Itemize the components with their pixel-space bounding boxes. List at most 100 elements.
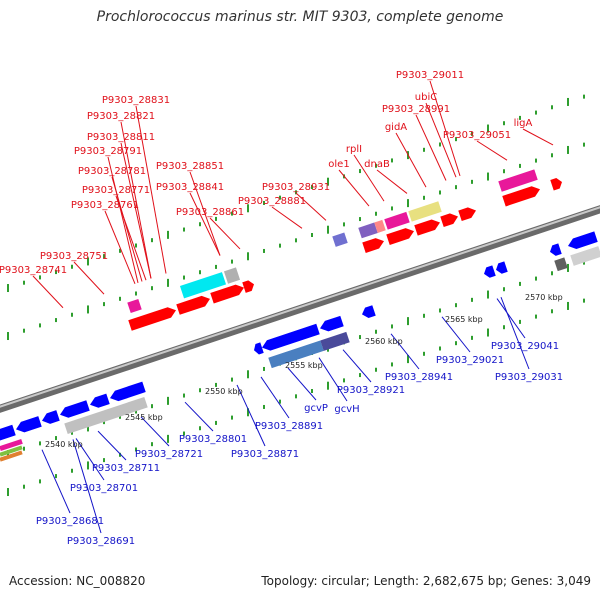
forward-gene-arrow (210, 284, 244, 304)
gene-label-p9303-29021[interactable]: P9303_29021 (436, 355, 504, 366)
gene-label-p9303-29031[interactable]: P9303_29031 (495, 372, 563, 383)
genome-track-highlight (0, 206, 600, 408)
tick-label-2540: 2540 kbp (45, 440, 83, 449)
reverse-gene-arrow (90, 393, 110, 408)
leader-line (107, 156, 139, 283)
leader-line (441, 316, 471, 353)
reverse-gene-arrow (550, 243, 562, 256)
forward-gene-arrow (242, 280, 254, 293)
gene-label-p9303-28941[interactable]: P9303_28941 (385, 372, 453, 383)
gene-label-p9303-28781[interactable]: P9303_28781 (78, 166, 146, 177)
gene-label-rpli[interactable]: rplI (346, 144, 362, 155)
feature-box-shape (64, 396, 148, 434)
reverse-gene-arrow-shape (262, 323, 320, 351)
reverse-gene-arrow (262, 323, 320, 351)
leader-line (395, 132, 427, 188)
feature-box-shape (179, 272, 227, 299)
leader-line (120, 142, 152, 279)
feature-box-shape (358, 222, 378, 239)
gene-label-p9303-28691[interactable]: P9303_28691 (67, 536, 135, 547)
feature-box (223, 267, 241, 284)
leader-line (73, 261, 105, 295)
forward-gene-arrow-shape (242, 280, 254, 293)
tick-label-2555: 2555 kbp (285, 361, 323, 370)
leader-line (318, 357, 348, 402)
reverse-gene-arrow-shape (60, 400, 90, 418)
reverse-gene-arrow (362, 305, 376, 319)
gene-label-ubic[interactable]: ubiC (415, 92, 437, 103)
gene-label-p9303-28811[interactable]: P9303_28811 (87, 132, 155, 143)
feature-box-shape (268, 340, 324, 369)
gene-label-dnab[interactable]: dnaB (364, 159, 390, 170)
feature-box-shape (320, 331, 350, 351)
gene-labels: P9303_29011 ubiC P9303_28991 gidA P9303_… (0, 70, 563, 547)
reverse-gene-arrow-shape (484, 265, 496, 278)
leader-line (260, 376, 290, 419)
gene-label-p9303-28701[interactable]: P9303_28701 (70, 483, 138, 494)
gene-label-p9303-28991[interactable]: P9303_28991 (382, 104, 450, 115)
tick-label-2545: 2545 kbp (125, 413, 163, 422)
gene-label-p9303-28841[interactable]: P9303_28841 (156, 182, 224, 193)
feature-box-shape (408, 201, 442, 222)
forward-gene-arrow (502, 186, 540, 207)
forward-gene-arrow (550, 178, 562, 191)
gene-label-p9303-28831[interactable]: P9303_28831 (102, 95, 170, 106)
gene-label-p9303-28751[interactable]: P9303_28751 (40, 251, 108, 262)
gene-label-p9303-28791[interactable]: P9303_28791 (74, 146, 142, 157)
reverse-gene-arrow (254, 342, 264, 355)
feature-box (64, 396, 148, 434)
gene-label-p9303-28721[interactable]: P9303_28721 (135, 449, 203, 460)
reverse-gene-arrow (568, 231, 598, 249)
gene-label-liga[interactable]: ligA (514, 118, 533, 129)
feature-box (0, 450, 23, 462)
leader-line (115, 195, 147, 281)
gene-label-gcvp[interactable]: gcvP (304, 403, 328, 414)
gene-label-p9303-28761[interactable]: P9303_28761 (71, 200, 139, 211)
gene-label-p9303-28871[interactable]: P9303_28871 (231, 449, 299, 460)
feature-box (384, 211, 410, 230)
forward-gene-arrow-shape (128, 307, 176, 331)
gene-label-p9303-28801[interactable]: P9303_28801 (179, 434, 247, 445)
gene-label-p9303-29041[interactable]: P9303_29041 (491, 341, 559, 352)
leader-line (189, 192, 221, 256)
gene-label-p9303-28851[interactable]: P9303_28851 (156, 161, 224, 172)
forward-gene-arrow (128, 307, 176, 331)
gene-label-p9303-29011[interactable]: P9303_29011 (396, 70, 464, 81)
gene-label-p9303-28931[interactable]: P9303_28931 (262, 182, 330, 193)
gene-label-p9303-28921[interactable]: P9303_28921 (337, 385, 405, 396)
feature-box (408, 201, 442, 222)
gene-label-p9303-28821[interactable]: P9303_28821 (87, 111, 155, 122)
gene-label-p9303-29051[interactable]: P9303_29051 (443, 130, 511, 141)
leader-line (415, 114, 447, 181)
gene-label-gcvh[interactable]: gcvH (334, 404, 359, 415)
leader-line (32, 275, 64, 309)
gene-label-p9303-28741[interactable]: P9303_28741 (0, 265, 67, 276)
gene-label-p9303-28891[interactable]: P9303_28891 (255, 421, 323, 432)
gene-label-p9303-28681[interactable]: P9303_28681 (36, 516, 104, 527)
gene-label-p9303-28881[interactable]: P9303_28881 (238, 196, 306, 207)
gene-label-p9303-28771[interactable]: P9303_28771 (82, 185, 150, 196)
forward-gene-arrow-shape (414, 219, 440, 236)
leader-line (390, 333, 420, 370)
gene-label-p9303-28861[interactable]: P9303_28861 (176, 207, 244, 218)
leader-line (338, 169, 370, 207)
forward-gene-arrow-shape (386, 228, 415, 245)
feature-box-shape (374, 219, 386, 233)
reverse-gene-arrow-shape (568, 231, 598, 249)
leader-line (287, 367, 317, 401)
leader-line (496, 298, 526, 339)
genome-summary-text: Topology: circular; Length: 2,682,675 bp… (261, 574, 591, 588)
leader-line (209, 217, 241, 250)
leader-line (353, 154, 385, 202)
leader-line (184, 401, 214, 432)
gene-label-ole1[interactable]: ole1 (328, 159, 349, 170)
reverse-gene-arrow-shape (254, 342, 264, 355)
forward-gene-arrow-shape (458, 207, 476, 222)
leader-line (111, 176, 143, 282)
gene-label-p9303-28711[interactable]: P9303_28711 (92, 463, 160, 474)
leader-line (376, 169, 408, 194)
gene-label-gida[interactable]: gidA (385, 122, 407, 133)
genome-track-line (0, 205, 600, 413)
forward-gene-arrow-shape (502, 186, 540, 207)
forward-gene-arrow (386, 228, 415, 245)
